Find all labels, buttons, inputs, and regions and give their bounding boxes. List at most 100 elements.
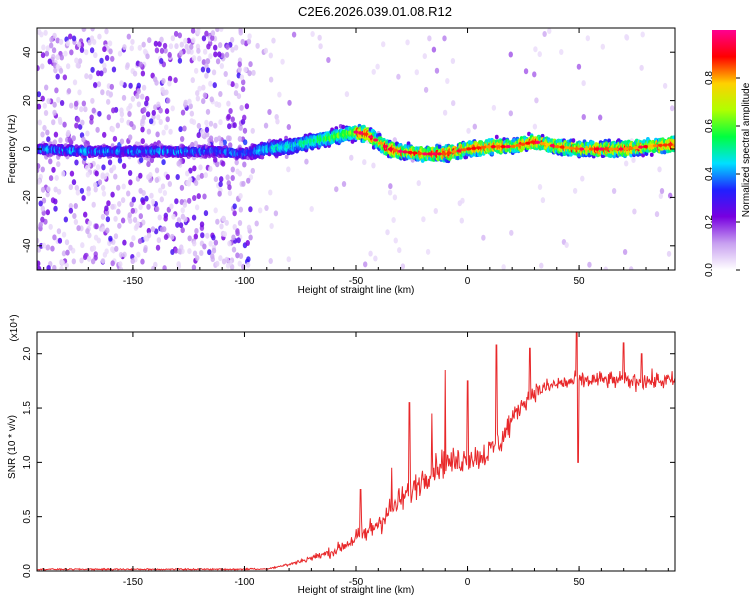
spectrogram-noise-cell xyxy=(129,241,134,248)
spectrogram-noise-cell xyxy=(388,183,393,190)
spectrogram-noise-cell xyxy=(154,47,160,54)
spectrogram-noise-cell xyxy=(55,73,60,80)
spectrogram-noise-cell xyxy=(425,248,431,255)
spectrogram-noise-cell xyxy=(136,101,142,108)
spectrogram-noise-cell xyxy=(416,180,421,187)
spectrogram-noise-cell xyxy=(130,95,136,102)
spectrogram-noise-cell xyxy=(140,138,145,145)
spectrogram-noise-cell xyxy=(119,117,125,124)
spectrogram-noise-cell xyxy=(53,205,58,212)
spectrogram-noise-cell xyxy=(89,35,95,42)
spectrogram-noise-cell xyxy=(37,29,42,36)
spectrogram-noise-cell xyxy=(371,68,376,75)
spectrogram-noise-cell xyxy=(65,249,70,256)
spectrogram-noise-cell xyxy=(68,184,74,191)
spectrogram-noise-cell xyxy=(109,83,115,90)
spectrogram-noise-cell xyxy=(206,43,211,50)
spectrogram-noise-cell xyxy=(162,189,168,196)
spectrogram-noise-cell xyxy=(45,191,50,198)
spectrogram-noise-cell xyxy=(191,37,196,44)
spectrogram-noise-cell xyxy=(158,187,163,194)
spectrogram-noise-cell xyxy=(37,119,43,126)
spectrogram-noise-cell xyxy=(74,184,80,191)
spectrogram-noise-cell xyxy=(154,177,160,184)
spectrogram-noise-cell xyxy=(54,174,59,181)
spectrogram-noise-cell xyxy=(258,207,263,214)
spectrogram-noise-cell xyxy=(50,245,55,252)
spectrogram-noise-cell xyxy=(77,123,83,130)
spectrogram-noise-cell xyxy=(263,47,269,54)
spectrogram-noise-cell xyxy=(81,28,86,33)
spectrogram-noise-cell xyxy=(140,70,146,77)
spectrogram-noise-cell xyxy=(225,135,231,142)
spectrogram-noise-cell xyxy=(164,89,169,96)
spectrogram-noise-cell xyxy=(422,53,427,60)
spectrogram-noise-cell xyxy=(385,229,390,236)
spectrogram-noise-cell xyxy=(186,180,191,187)
spectrogram-noise-cell xyxy=(85,171,91,178)
spectrogram-noise-cell xyxy=(106,200,111,207)
spectrogram-noise-cell xyxy=(167,181,173,188)
spectrogram-noise-cell xyxy=(191,55,197,62)
spectrogram-noise-cell xyxy=(165,174,170,181)
spectrogram-noise-cell xyxy=(185,170,190,177)
spectrogram-noise-cell xyxy=(58,67,64,74)
spectrogram-noise-cell xyxy=(127,170,133,177)
spectrogram-noise-cell xyxy=(198,164,203,171)
spectrogram-noise-cell xyxy=(237,61,242,68)
spectrogram-noise-cell xyxy=(73,219,79,226)
spectrogram-noise-cell xyxy=(230,166,235,173)
spectrogram-noise-cell xyxy=(110,203,115,210)
spectrogram-noise-cell xyxy=(45,129,50,136)
spectrogram-noise-cell xyxy=(117,222,122,229)
spectrogram-noise-cell xyxy=(81,195,86,202)
spectrogram-noise-cell xyxy=(659,187,665,194)
spectrogram-noise-cell xyxy=(231,246,237,253)
spectrogram-noise-cell xyxy=(225,43,230,50)
spectrogram-noise-cell xyxy=(138,213,143,220)
spectrogram-noise-cell xyxy=(226,100,231,107)
spectrogram-noise-cell xyxy=(162,265,167,270)
spectrogram-noise-cell xyxy=(84,49,89,56)
spectrogram-noise-cell xyxy=(230,46,235,53)
spectrogram-noise-cell xyxy=(100,172,105,179)
spectrogram-noise-cell xyxy=(179,41,184,48)
spectrogram-noise-cell xyxy=(194,228,199,235)
spectrogram-noise-cell xyxy=(100,184,106,191)
spectrogram-noise-cell xyxy=(91,245,97,252)
spectrogram-noise-cell xyxy=(137,238,143,245)
spectrogram-noise-cell xyxy=(246,256,251,263)
spectrogram-noise-cell xyxy=(164,108,170,115)
spectrogram-noise-cell xyxy=(230,175,235,182)
spectrogram-ridge-cell xyxy=(277,151,282,156)
spectrogram-noise-cell xyxy=(234,82,239,89)
spectrogram-noise-cell xyxy=(144,95,150,102)
spectrogram-noise-cell xyxy=(341,181,347,188)
spectrogram-noise-cell xyxy=(84,164,90,171)
spectrogram-noise-cell xyxy=(58,38,64,45)
spectrogram-noise-cell xyxy=(237,220,243,227)
spectrogram-noise-cell xyxy=(74,159,79,166)
spectrogram-noise-cell xyxy=(264,204,269,211)
spectrogram-noise-cell xyxy=(122,239,127,246)
spectrogram-noise-cell xyxy=(537,51,542,58)
spectrogram-noise-cell xyxy=(37,260,41,267)
spectrogram-noise-cell xyxy=(104,28,109,35)
spectrogram-noise-cell xyxy=(431,46,437,53)
spectrogram-noise-cell xyxy=(110,260,115,267)
spectrogram-noise-cell xyxy=(245,262,251,269)
spectrogram-noise-cell xyxy=(171,213,176,220)
spectrogram-noise-cell xyxy=(184,43,189,50)
spectrogram-noise-cell xyxy=(111,238,116,245)
spectrogram-noise-cell xyxy=(286,256,291,263)
spectrogram-noise-cell xyxy=(93,186,98,193)
spectrogram-noise-cell xyxy=(250,127,255,134)
spectrogram-noise-cell xyxy=(40,131,45,138)
spectrogram-noise-cell xyxy=(155,244,161,251)
spectrogram-noise-cell xyxy=(68,244,73,251)
spectrogram-noise-cell xyxy=(110,55,115,62)
spectrogram-noise-cell xyxy=(48,175,54,182)
spectrogram-noise-cell xyxy=(121,183,126,190)
spectrogram-noise-cell xyxy=(90,97,95,104)
spectrogram-noise-cell xyxy=(82,254,88,261)
